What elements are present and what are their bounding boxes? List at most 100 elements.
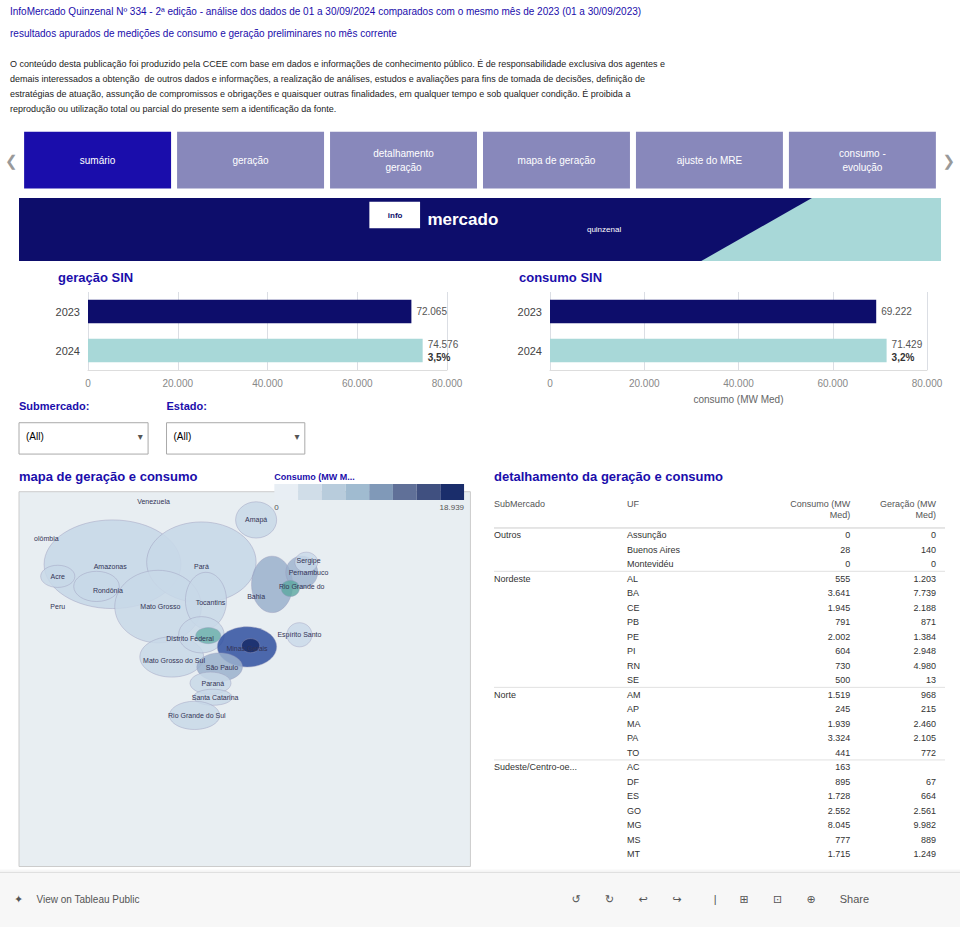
svg-text:Rio Grande do Sul: Rio Grande do Sul bbox=[168, 712, 226, 719]
svg-text:MT: MT bbox=[627, 849, 640, 859]
svg-text:São Paulo: São Paulo bbox=[206, 664, 238, 671]
svg-text:AL: AL bbox=[627, 574, 638, 584]
svg-text:Submercado:: Submercado: bbox=[19, 400, 89, 412]
svg-text:7.739: 7.739 bbox=[913, 588, 936, 598]
svg-text:ES: ES bbox=[627, 791, 639, 801]
svg-text:2.561: 2.561 bbox=[913, 806, 936, 816]
svg-text:3,2%: 3,2% bbox=[892, 352, 915, 363]
svg-text:1.939: 1.939 bbox=[828, 719, 851, 729]
svg-text:67: 67 bbox=[926, 777, 936, 787]
svg-text:1.728: 1.728 bbox=[828, 791, 851, 801]
svg-text:604: 604 bbox=[835, 646, 850, 656]
svg-text:9.982: 9.982 bbox=[913, 820, 936, 830]
svg-text:info: info bbox=[388, 211, 403, 220]
svg-text:0: 0 bbox=[274, 503, 279, 512]
svg-text:2.002: 2.002 bbox=[828, 632, 851, 642]
svg-text:4.980: 4.980 bbox=[913, 661, 936, 671]
svg-text:Buenos Aires: Buenos Aires bbox=[627, 545, 681, 555]
svg-text:consumo (MW Med): consumo (MW Med) bbox=[693, 394, 783, 405]
svg-text:Espírito Santo: Espírito Santo bbox=[277, 631, 321, 639]
svg-text:evolução: evolução bbox=[842, 162, 882, 173]
svg-text:163: 163 bbox=[835, 762, 850, 772]
svg-text:441: 441 bbox=[835, 748, 850, 758]
svg-text:GO: GO bbox=[627, 806, 641, 816]
svg-text:Rondônia: Rondônia bbox=[93, 587, 123, 594]
svg-text:detalhamento da geração e cons: detalhamento da geração e consumo bbox=[494, 469, 723, 484]
svg-text:Minas Gerais: Minas Gerais bbox=[226, 645, 268, 652]
svg-text:|: | bbox=[714, 893, 717, 905]
svg-text:895: 895 bbox=[835, 777, 850, 787]
svg-text:Outros: Outros bbox=[494, 530, 522, 540]
svg-text:Bahia: Bahia bbox=[247, 593, 265, 600]
svg-text:1.203: 1.203 bbox=[913, 574, 936, 584]
svg-text:View on Tableau Public: View on Tableau Public bbox=[37, 894, 140, 905]
svg-text:Amapá: Amapá bbox=[245, 516, 267, 524]
svg-text:↻: ↻ bbox=[605, 893, 614, 905]
svg-text:0: 0 bbox=[845, 559, 850, 569]
svg-text:TO: TO bbox=[627, 748, 639, 758]
svg-text:20.000: 20.000 bbox=[629, 378, 660, 389]
svg-text:PB: PB bbox=[627, 617, 639, 627]
svg-text:889: 889 bbox=[921, 835, 936, 845]
svg-text:791: 791 bbox=[835, 617, 850, 627]
svg-text:40.000: 40.000 bbox=[723, 378, 754, 389]
svg-text:UF: UF bbox=[627, 499, 639, 509]
svg-text:2.105: 2.105 bbox=[913, 733, 936, 743]
svg-text:resultados apurados de mediçõe: resultados apurados de medições de consu… bbox=[10, 28, 397, 39]
svg-text:13: 13 bbox=[926, 675, 936, 685]
svg-text:20.000: 20.000 bbox=[162, 378, 193, 389]
svg-text:demais interessados a obtenção: demais interessados a obtenção de outros… bbox=[10, 74, 645, 84]
svg-text:Tocantins: Tocantins bbox=[196, 599, 226, 606]
svg-text:69.222: 69.222 bbox=[881, 306, 912, 317]
svg-text:olômbia: olômbia bbox=[34, 535, 59, 542]
svg-text:664: 664 bbox=[921, 791, 936, 801]
svg-text:Sudeste/Centro-oe...: Sudeste/Centro-oe... bbox=[494, 762, 577, 772]
svg-text:72.065: 72.065 bbox=[416, 306, 447, 317]
svg-text:O conteúdo desta publicação fo: O conteúdo desta publicação foi produzid… bbox=[10, 59, 665, 69]
svg-text:772: 772 bbox=[921, 748, 936, 758]
svg-text:geração SIN: geração SIN bbox=[58, 270, 133, 285]
svg-text:⊕: ⊕ bbox=[807, 893, 816, 905]
svg-text:215: 215 bbox=[921, 704, 936, 714]
svg-text:2023: 2023 bbox=[518, 306, 542, 318]
svg-text:⊞: ⊞ bbox=[739, 893, 748, 905]
svg-text:↺: ↺ bbox=[571, 893, 580, 905]
svg-text:1.519: 1.519 bbox=[828, 690, 851, 700]
svg-text:Venezuela: Venezuela bbox=[137, 498, 170, 505]
svg-text:SE: SE bbox=[627, 675, 639, 685]
svg-text:(All): (All) bbox=[26, 431, 44, 442]
svg-text:Mato Grosso do Sul: Mato Grosso do Sul bbox=[143, 657, 205, 664]
svg-text:40.000: 40.000 bbox=[252, 378, 283, 389]
svg-text:▾: ▾ bbox=[294, 431, 299, 442]
svg-text:28: 28 bbox=[840, 545, 850, 555]
svg-text:2.948: 2.948 bbox=[913, 646, 936, 656]
svg-text:1.249: 1.249 bbox=[913, 849, 936, 859]
svg-text:60.000: 60.000 bbox=[342, 378, 373, 389]
svg-text:Acre: Acre bbox=[51, 573, 66, 580]
svg-text:Pará: Pará bbox=[194, 563, 209, 570]
svg-text:71.429: 71.429 bbox=[892, 339, 923, 350]
svg-text:Paraná: Paraná bbox=[202, 680, 225, 687]
svg-text:Rio Grande do: Rio Grande do bbox=[279, 583, 325, 590]
svg-text:MA: MA bbox=[627, 719, 641, 729]
svg-text:2.188: 2.188 bbox=[913, 603, 936, 613]
svg-text:AC: AC bbox=[627, 762, 640, 772]
svg-text:1.384: 1.384 bbox=[913, 632, 936, 642]
svg-text:Estado:: Estado: bbox=[167, 400, 207, 412]
svg-text:SubMercado: SubMercado bbox=[494, 499, 545, 509]
svg-text:80.000: 80.000 bbox=[432, 378, 463, 389]
svg-text:60.000: 60.000 bbox=[817, 378, 848, 389]
svg-text:500: 500 bbox=[835, 675, 850, 685]
svg-text:777: 777 bbox=[835, 835, 850, 845]
svg-text:mercado: mercado bbox=[427, 210, 498, 229]
svg-text:3.324: 3.324 bbox=[828, 733, 851, 743]
svg-text:consumo SIN: consumo SIN bbox=[519, 270, 602, 285]
svg-text:geração: geração bbox=[232, 155, 269, 166]
svg-text:Assunção: Assunção bbox=[627, 530, 667, 540]
svg-text:0: 0 bbox=[845, 530, 850, 540]
svg-text:Nordeste: Nordeste bbox=[494, 574, 531, 584]
svg-text:▾: ▾ bbox=[138, 431, 143, 442]
svg-text:3.641: 3.641 bbox=[828, 588, 851, 598]
svg-text:Norte: Norte bbox=[494, 690, 516, 700]
svg-text:ajuste do MRE: ajuste do MRE bbox=[677, 155, 743, 166]
